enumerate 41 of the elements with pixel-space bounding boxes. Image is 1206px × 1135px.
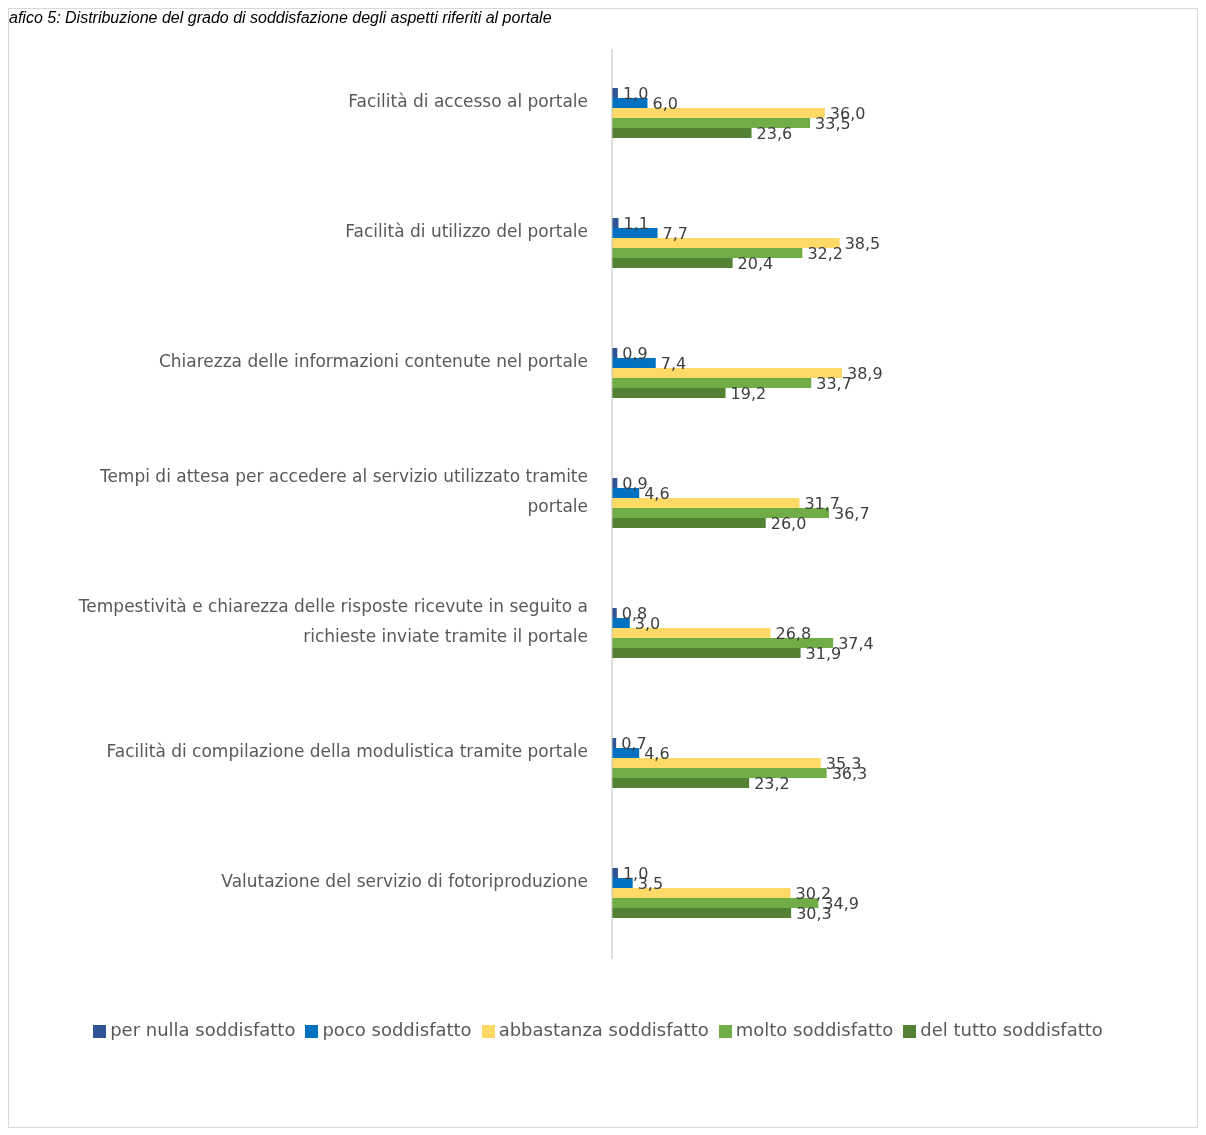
y-tick-label: Facilità di utilizzo del portale: [345, 221, 588, 241]
bar: [612, 118, 811, 128]
y-tick-label: Tempestività e chiarezza delle risposte ricevute in seguito a richieste inviate tramite il portale: [77, 596, 588, 646]
y-tick-label: Facilità di compilazione della modulistica tramite portale: [106, 741, 588, 761]
data-label: 7,7: [662, 223, 688, 243]
bar: [612, 378, 812, 388]
bar: [612, 908, 792, 918]
y-tick-label: Chiarezza delle informazioni contenute nel portale: [158, 351, 588, 371]
legend-label: per nulla soddisfatto: [110, 1019, 296, 1040]
data-label: 23,2: [754, 773, 790, 793]
bar: [612, 388, 726, 398]
data-label: 4,6: [644, 743, 670, 763]
y-tick-label: Facilità di accesso al portale: [348, 91, 588, 111]
bar: [612, 258, 733, 268]
bar: [612, 778, 750, 788]
bar: [612, 128, 752, 138]
y-tick-label: Valutazione del servizio di fotoriproduzione: [221, 871, 588, 891]
legend-label: poco soddisfatto: [322, 1019, 472, 1040]
bar: [612, 518, 766, 528]
legend-label: molto soddisfatto: [735, 1019, 894, 1040]
data-label: 0,9: [622, 343, 648, 363]
data-label: 26,8: [775, 623, 812, 643]
bar: [612, 768, 827, 778]
data-label: 26,0: [770, 513, 807, 533]
data-label: 20,4: [737, 253, 774, 273]
data-label: 1,1: [623, 213, 649, 233]
data-label: 0,7: [621, 733, 647, 753]
bar: [612, 248, 803, 258]
y-tick-label: Tempi di attesa per accedere al servizio utilizzato tramite portale: [98, 466, 588, 516]
data-label: 32,2: [807, 243, 844, 263]
data-label: 38,5: [844, 233, 881, 253]
data-label: 19,2: [730, 383, 767, 403]
bar: [612, 218, 619, 228]
data-label: 6,0: [652, 93, 678, 113]
text: afico 5: Distribuzione del grado di soddisfazione degli aspetti riferiti al portale: [9, 9, 552, 27]
legend-label: del tutto soddisfatto: [920, 1019, 1103, 1040]
data-label: 1,0: [622, 83, 649, 103]
data-label: 7,4: [660, 353, 687, 373]
legend-label: abbastanza soddisfatto: [498, 1019, 709, 1040]
data-label: 23,6: [756, 123, 793, 143]
bar: [612, 648, 801, 658]
